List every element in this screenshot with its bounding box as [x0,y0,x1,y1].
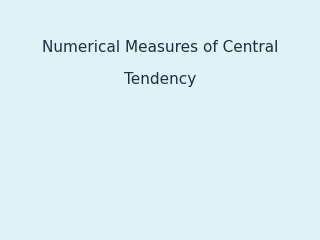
Text: Tendency: Tendency [124,72,196,87]
Text: Numerical Measures of Central: Numerical Measures of Central [42,41,278,55]
